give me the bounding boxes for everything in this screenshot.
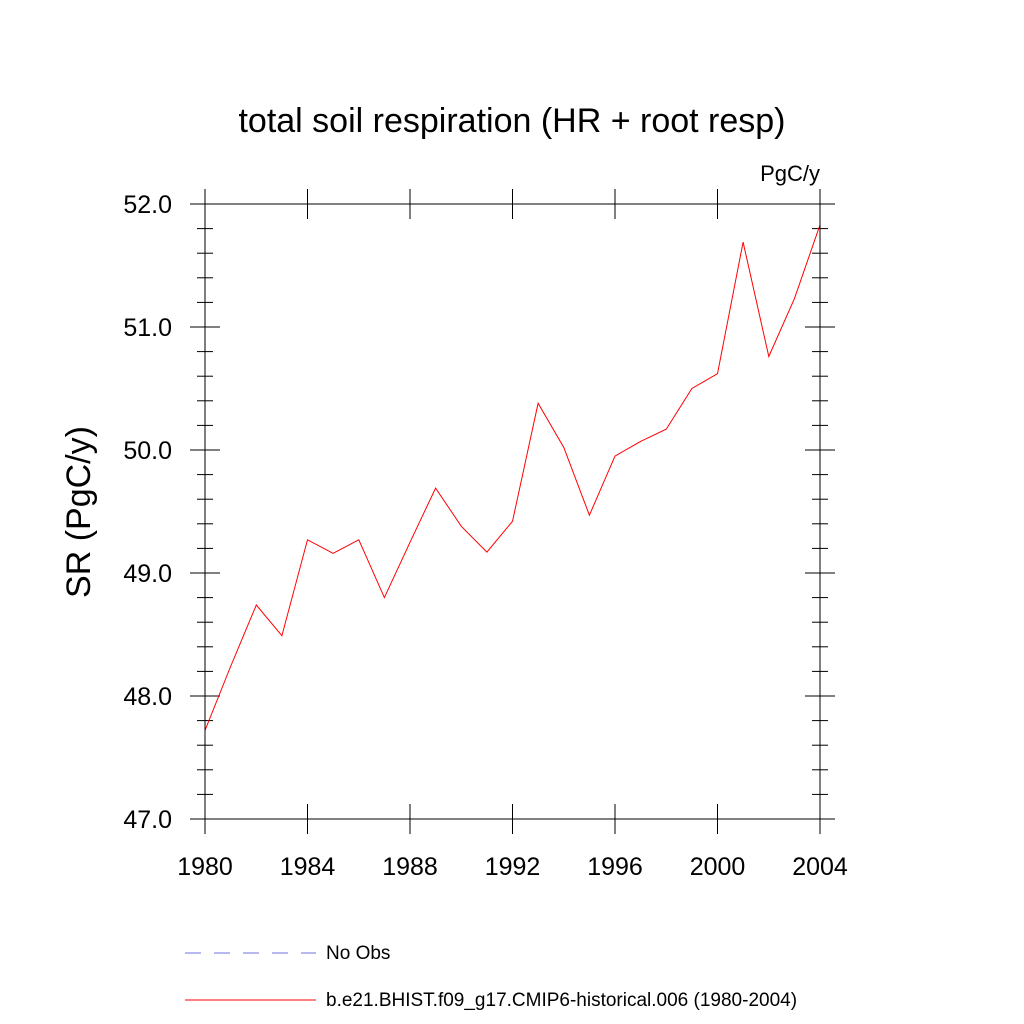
x-tick-label: 2000 [690,853,746,881]
x-tick-label: 1984 [280,853,336,881]
x-tick-labels: 1980 1984 1988 1992 1996 2000 2004 [177,853,848,881]
y-tick-label: 49.0 [123,560,172,588]
y-tick-label: 52.0 [123,191,172,219]
legend-label-model: b.e21.BHIST.f09_g17.CMIP6-historical.006… [326,990,797,1011]
units-label: PgC/y [760,161,820,186]
legend: No Obs b.e21.BHIST.f09_g17.CMIP6-histori… [185,943,797,1011]
x-tick-label: 1996 [587,853,643,881]
x-tick-label: 1988 [382,853,438,881]
plot-frame [204,203,821,820]
legend-label-no-obs: No Obs [326,943,390,964]
x-tick-label: 1992 [485,853,541,881]
axis-ticks [190,189,835,834]
y-tick-label: 50.0 [123,437,172,465]
y-tick-label: 47.0 [123,806,172,834]
series-line-0 [204,224,821,731]
y-tick-label: 48.0 [123,683,172,711]
x-tick-label: 2004 [792,853,848,881]
y-tick-labels: 47.0 48.0 49.0 50.0 51.0 52.0 [123,191,172,834]
series-layer [204,224,821,731]
y-axis-label: SR (PgC/y) [60,426,98,598]
y-tick-label: 51.0 [123,314,172,342]
x-tick-label: 1980 [177,853,233,881]
chart-title: total soil respiration (HR + root resp) [238,102,785,140]
